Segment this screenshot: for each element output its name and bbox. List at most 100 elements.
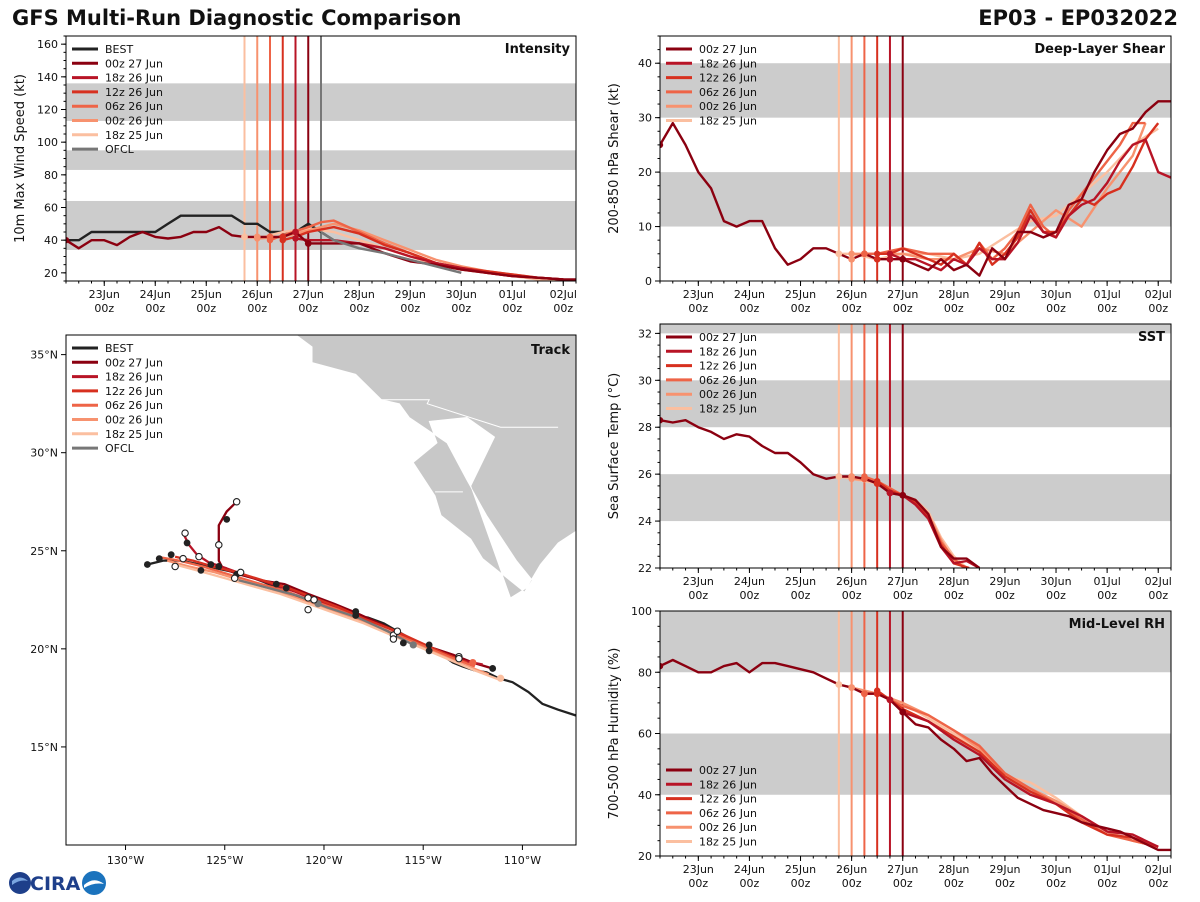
- sst-legend-label: 18z 26 Jun: [699, 345, 757, 358]
- sst-crossing-marker: [886, 489, 894, 497]
- rh-xtick-label: 00z: [1148, 877, 1168, 890]
- shear-ytick-label: 30: [638, 112, 652, 125]
- shear-ylabel: 200-850 hPa Shear (kt): [607, 83, 622, 234]
- track-marker-open: [310, 596, 318, 604]
- panel-rh: 2040608010023Jun00z24Jun00z25Jun00z26Jun…: [607, 605, 1172, 890]
- track-marker-filled: [223, 515, 231, 523]
- intensity-xtick-label: 00z: [451, 302, 471, 315]
- sst-xtick-label: 00z: [995, 589, 1015, 602]
- shear-legend-label: 00z 26 Jun: [699, 100, 757, 113]
- track-marker-open: [181, 529, 189, 537]
- globe-icon: [9, 872, 31, 894]
- sst-crossing-marker: [873, 480, 881, 487]
- intensity-ytick-label: 100: [37, 136, 58, 149]
- sst-xtick-label: 01Jul: [1093, 575, 1120, 588]
- intensity-xtick-label: 30Jun: [446, 288, 477, 301]
- intensity-init-marker: [292, 235, 299, 242]
- track-ytick-label: 30°N: [30, 447, 58, 460]
- shear-ytick-label: 40: [638, 57, 652, 70]
- intensity-init-marker: [66, 236, 70, 244]
- rh-legend-label: 00z 26 Jun: [699, 821, 757, 834]
- intensity-ytick-label: 160: [37, 38, 58, 51]
- rh-xtick-label: 26Jun: [836, 863, 867, 876]
- track-marker-open: [389, 635, 398, 643]
- sst-xtick-label: 24Jun: [734, 575, 765, 588]
- intensity-xtick-label: 00z: [349, 302, 369, 315]
- intensity-xtick-label: 00z: [94, 302, 114, 315]
- shear-series-line: [864, 121, 1146, 266]
- intensity-xtick-label: 00z: [196, 302, 216, 315]
- track-marker-open: [393, 627, 402, 635]
- rh-legend-label: 18z 25 Jun: [699, 836, 757, 849]
- rh-xtick-label: 00z: [1097, 877, 1117, 890]
- intensity-series-line: [66, 225, 576, 281]
- track-legend-label: 12z 26 Jun: [105, 385, 163, 398]
- intensity-series-line: [282, 225, 564, 281]
- rh-xtick-label: 00z: [1046, 877, 1066, 890]
- track-series-line: [238, 579, 414, 646]
- shear-legend-label: 12z 26 Jun: [699, 72, 757, 85]
- shear-crossing-marker: [861, 250, 868, 258]
- shear-xtick-label: 27Jun: [887, 288, 918, 301]
- shear-title: Deep-Layer Shear: [1034, 42, 1165, 57]
- shear-xtick-label: 26Jun: [836, 288, 867, 301]
- shear-crossing-marker: [873, 255, 881, 263]
- track-legend-label: 06z 26 Jun: [105, 399, 163, 412]
- track-marker-open: [236, 568, 245, 577]
- shear-xtick-label: 00z: [995, 302, 1015, 315]
- rh-xtick-label: 00z: [791, 877, 811, 890]
- intensity-xtick-label: 00z: [145, 302, 165, 315]
- shear-xtick-label: 00z: [1148, 302, 1168, 315]
- track-marker-filled: [197, 566, 205, 574]
- track-ytick-label: 15°N: [30, 741, 58, 754]
- shear-ytick-label: 0: [645, 275, 652, 288]
- rh-ytick-label: 20: [638, 850, 652, 863]
- rh-init-marker: [660, 662, 664, 670]
- intensity-plot-area: [66, 36, 576, 281]
- track-marker-filled: [207, 561, 215, 568]
- shear-xtick-label: 00z: [842, 302, 862, 315]
- track-marker-filled: [155, 555, 163, 563]
- track-xtick-label: 115°W: [405, 854, 442, 867]
- shear-xtick-label: 00z: [1046, 302, 1066, 315]
- track-ytick-label: 25°N: [30, 545, 58, 558]
- intensity-crossing-marker: [279, 233, 287, 241]
- rh-xtick-label: 02Jul: [1145, 863, 1172, 876]
- intensity-legend-label: 18z 25 Jun: [105, 129, 163, 142]
- cira-logo: CIRA: [4, 868, 108, 898]
- track-legend-label: 18z 26 Jun: [105, 371, 163, 384]
- shear-crossing-marker: [886, 255, 894, 263]
- rh-band: [660, 611, 1171, 673]
- intensity-legend-label: BEST: [105, 43, 133, 56]
- track-marker-filled: [272, 580, 280, 588]
- intensity-crossing-marker: [292, 228, 299, 236]
- rh-ytick-label: 80: [638, 666, 652, 679]
- intensity-xtick-label: 29Jun: [395, 288, 426, 301]
- track-legend-label: 00z 27 Jun: [105, 356, 163, 369]
- shear-legend-label: 06z 26 Jun: [699, 86, 757, 99]
- track-marker-open: [179, 554, 187, 563]
- intensity-ytick-label: 40: [44, 234, 58, 247]
- cira-logo-text: CIRA: [30, 873, 81, 895]
- intensity-xtick-label: 00z: [400, 302, 420, 315]
- rh-ytick-label: 100: [631, 605, 652, 618]
- intensity-xtick-label: 24Jun: [140, 288, 171, 301]
- intensity-ytick-label: 60: [44, 202, 58, 215]
- sst-xtick-label: 29Jun: [989, 575, 1020, 588]
- rh-xtick-label: 00z: [944, 877, 964, 890]
- track-marker-filled: [282, 584, 290, 592]
- intensity-legend-label: 00z 26 Jun: [105, 115, 163, 128]
- shear-xtick-label: 00z: [791, 302, 811, 315]
- rh-ytick-label: 40: [638, 789, 652, 802]
- sst-title: SST: [1138, 330, 1165, 345]
- sst-xtick-label: 00z: [893, 589, 913, 602]
- shear-ytick-label: 20: [638, 166, 652, 179]
- rh-xtick-label: 00z: [740, 877, 760, 890]
- rh-legend-label: 00z 27 Jun: [699, 764, 757, 777]
- shear-crossing-marker: [899, 255, 907, 263]
- track-series-line: [174, 563, 502, 682]
- intensity-xtick-label: 26Jun: [242, 288, 273, 301]
- figure-title-left: GFS Multi-Run Diagnostic Comparison: [12, 6, 462, 30]
- rh-xtick-label: 23Jun: [683, 863, 714, 876]
- sst-xtick-label: 28Jun: [938, 575, 969, 588]
